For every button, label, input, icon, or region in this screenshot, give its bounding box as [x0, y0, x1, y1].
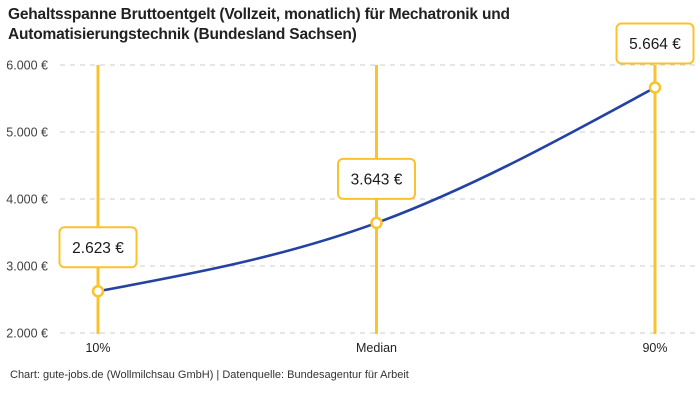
- data-label-text: 3.643 €: [351, 171, 403, 188]
- x-tick-label: Median: [356, 341, 397, 355]
- data-label-box: [337, 157, 416, 200]
- x-tick-label: 90%: [642, 341, 667, 355]
- data-point-marker: [648, 81, 662, 94]
- x-tick-label: 10%: [85, 341, 110, 355]
- chart-attribution: Chart: gute-jobs.de (Wollmilchsau GmbH) …: [10, 369, 409, 381]
- y-tick-label: 4.000 €: [6, 193, 48, 207]
- data-point-marker: [370, 216, 383, 230]
- y-tick-label: 2.000 €: [6, 327, 48, 341]
- y-tick-label: 5.000 €: [6, 126, 48, 140]
- data-label-box: [58, 226, 138, 269]
- chart-title: Gehaltsspanne Bruttoentgelt (Vollzeit, m…: [8, 6, 510, 43]
- data-label-text: 5.664 €: [629, 36, 681, 53]
- data-label-text: 2.623 €: [72, 240, 124, 257]
- y-tick-label: 3.000 €: [6, 260, 48, 274]
- data-point-marker: [91, 285, 105, 298]
- data-label-box: [615, 22, 695, 65]
- y-tick-label: 6.000 €: [6, 59, 48, 73]
